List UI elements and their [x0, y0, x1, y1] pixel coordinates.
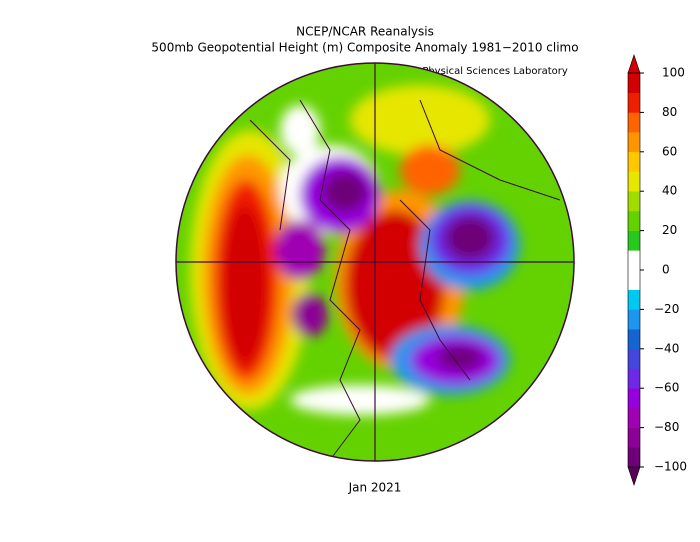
colorbar-bin [628, 388, 640, 409]
colorbar-bin [628, 447, 640, 468]
colorbar-bin [628, 427, 640, 448]
colorbar-tick-label: 0 [662, 263, 670, 277]
colorbar-tick-label: −60 [654, 381, 679, 395]
colorbar-under [627, 466, 641, 486]
anomaly-map [176, 63, 574, 461]
colorbar-tick-label: 40 [662, 184, 677, 198]
colorbar-tick-label: −20 [654, 302, 679, 316]
colorbar-bin [628, 348, 640, 369]
colorbar-tick-label: 20 [662, 223, 677, 237]
colorbar-bin [628, 112, 640, 133]
colorbar-bin [628, 250, 640, 271]
colorbar-bin [628, 171, 640, 192]
credit: NOAA Physical Sciences Laboratory [390, 66, 568, 77]
colorbar-tick-label: −100 [654, 460, 687, 474]
map-border [175, 62, 575, 462]
colorbar-tick-label: 60 [662, 144, 677, 158]
colorbar-bin [628, 191, 640, 212]
title: NCEP/NCAR Reanalysis [296, 25, 434, 39]
colorbar-bin [628, 132, 640, 153]
colorbar-bin [628, 73, 640, 93]
colorbar-bin [628, 329, 640, 350]
colorbar-bin [628, 270, 640, 290]
colorbar-bin [628, 309, 640, 330]
colorbar-bin [628, 368, 640, 389]
colorbar: 100 80 60 40 20 0 −20 −40 −60 −80 −100 [627, 54, 687, 486]
colorbar-over [627, 54, 641, 74]
subtitle: 500mb Geopotential Height (m) Composite … [151, 41, 578, 55]
colorbar-tick-label: 80 [662, 105, 677, 119]
colorbar-bin [628, 407, 640, 428]
colorbar-bin [628, 289, 640, 310]
colorbar-bin [628, 210, 640, 231]
colorbar-bin [628, 151, 640, 172]
date: Jan 2021 [348, 481, 402, 495]
colorbar-tick-label: −80 [654, 420, 679, 434]
colorbar-tick-label: 100 [662, 66, 685, 80]
colorbar-bin [628, 92, 640, 113]
colorbar-tick-label: −40 [654, 341, 679, 355]
colorbar-bin [628, 230, 640, 251]
